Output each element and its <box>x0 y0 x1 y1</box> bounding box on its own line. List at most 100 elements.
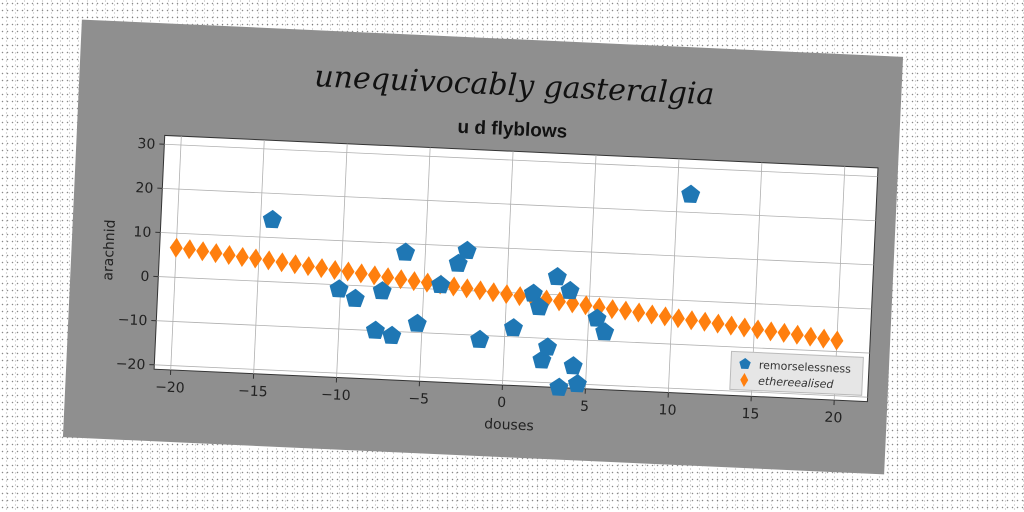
point-remorselessness <box>470 329 490 349</box>
chart-subtitle: u d flyblows <box>457 117 568 143</box>
point-ethereealised <box>249 248 263 269</box>
point-remorselessness <box>382 325 402 345</box>
y-tick-label: 20 <box>135 180 154 197</box>
point-ethereealised <box>196 241 210 262</box>
chart-figure: unequivocably gasteralgia u d flyblows −… <box>62 19 904 475</box>
y-grid-line <box>158 276 872 310</box>
point-remorselessness <box>396 242 416 261</box>
point-ethereealised <box>407 271 421 292</box>
point-ethereealised <box>182 239 196 260</box>
point-ethereealised <box>632 302 646 323</box>
point-ethereealised <box>420 272 434 293</box>
y-grid-line <box>162 187 876 222</box>
point-remorselessness <box>549 377 569 396</box>
point-ethereealised <box>394 269 408 290</box>
y-grid-line <box>160 232 874 266</box>
point-remorselessness <box>523 283 543 302</box>
x-tick-label: −20 <box>155 379 185 396</box>
point-ethereealised <box>790 324 804 345</box>
y-grid-line <box>156 320 870 354</box>
legend-pentagon-marker <box>739 358 751 370</box>
point-ethereealised <box>500 284 514 305</box>
point-ethereealised <box>473 280 487 301</box>
axis-ticks: −20 −15 −10 −5 0 5 10 15 20 −20 −10 0 10 20 30 <box>115 136 843 427</box>
point-ethereealised <box>552 291 566 312</box>
x-axis-label: douses <box>484 416 534 434</box>
point-ethereealised <box>579 295 593 316</box>
point-ethereealised <box>169 237 183 258</box>
point-remorselessness <box>538 337 558 356</box>
point-ethereealised <box>566 293 580 314</box>
point-ethereealised <box>685 310 699 331</box>
point-ethereealised <box>830 330 844 351</box>
x-tick-label: 15 <box>741 406 760 423</box>
grid-lines <box>154 136 878 401</box>
legend-label-remorselessness: remorselessness <box>759 359 852 376</box>
legend-label-ethereealised: ethereealised <box>758 375 835 391</box>
legend-box <box>729 350 864 396</box>
point-ethereealised <box>447 276 461 297</box>
point-ethereealised <box>698 311 712 332</box>
point-ethereealised <box>222 245 236 266</box>
x-grid-line <box>419 147 431 382</box>
point-ethereealised <box>328 260 342 281</box>
point-remorselessness <box>547 267 567 286</box>
legend-diamond-marker <box>740 372 749 387</box>
point-ethereealised <box>354 263 368 284</box>
point-ethereealised <box>658 306 672 327</box>
x-grid-line <box>584 155 597 389</box>
point-ethereealised <box>367 265 381 286</box>
point-remorselessness <box>560 280 580 300</box>
legend-marker-remorselessness <box>739 358 751 370</box>
point-remorselessness <box>345 288 365 308</box>
point-remorselessness <box>365 320 385 339</box>
point-ethereealised <box>460 278 474 299</box>
point-ethereealised <box>486 282 500 303</box>
point-ethereealised <box>341 261 355 282</box>
y-tick-label: 0 <box>140 269 150 285</box>
y-grid-line <box>164 143 878 178</box>
point-remorselessness <box>681 184 701 204</box>
point-ethereealised <box>724 315 738 336</box>
y-axis-label: arachnid <box>100 219 119 281</box>
x-grid-line <box>336 143 348 378</box>
point-remorselessness <box>329 279 349 298</box>
point-ethereealised <box>209 243 223 264</box>
x-grid-line <box>502 151 514 386</box>
point-ethereealised <box>235 246 249 267</box>
point-ethereealised <box>671 308 685 329</box>
point-ethereealised <box>751 319 765 340</box>
point-ethereealised <box>288 254 302 275</box>
legend-marker-ethereealised <box>740 372 749 387</box>
legend: remorselessness ethereealised <box>729 350 864 396</box>
point-ethereealised <box>315 258 329 279</box>
plot-area <box>153 134 879 403</box>
point-remorselessness <box>567 374 587 393</box>
point-remorselessness <box>529 297 549 316</box>
point-ethereealised <box>817 328 831 349</box>
point-ethereealised <box>764 321 778 342</box>
point-ethereealised <box>381 267 395 288</box>
point-ethereealised <box>711 313 725 334</box>
point-ethereealised <box>513 286 527 307</box>
x-tick-label: 0 <box>497 395 507 411</box>
point-remorselessness <box>407 313 427 333</box>
y-grid-line <box>154 364 868 398</box>
point-remorselessness <box>457 240 477 260</box>
point-ethereealised <box>619 300 633 321</box>
y-tick-label: 30 <box>137 136 156 153</box>
point-ethereealised <box>645 304 659 325</box>
chart-title: unequivocably gasteralgia <box>314 59 715 112</box>
point-remorselessness <box>372 281 392 300</box>
point-remorselessness <box>431 275 451 294</box>
point-ethereealised <box>737 317 751 338</box>
x-tick-label: 5 <box>580 399 590 415</box>
point-ethereealised <box>605 299 619 320</box>
point-ethereealised <box>275 252 289 273</box>
x-tick-label: 20 <box>824 410 843 427</box>
scatter-chart: unequivocably gasteralgia u d flyblows −… <box>100 59 879 434</box>
x-tick-label: −15 <box>238 383 268 400</box>
point-ethereealised <box>301 256 315 277</box>
x-tick-label: −5 <box>408 391 429 408</box>
point-remorselessness <box>595 322 615 341</box>
